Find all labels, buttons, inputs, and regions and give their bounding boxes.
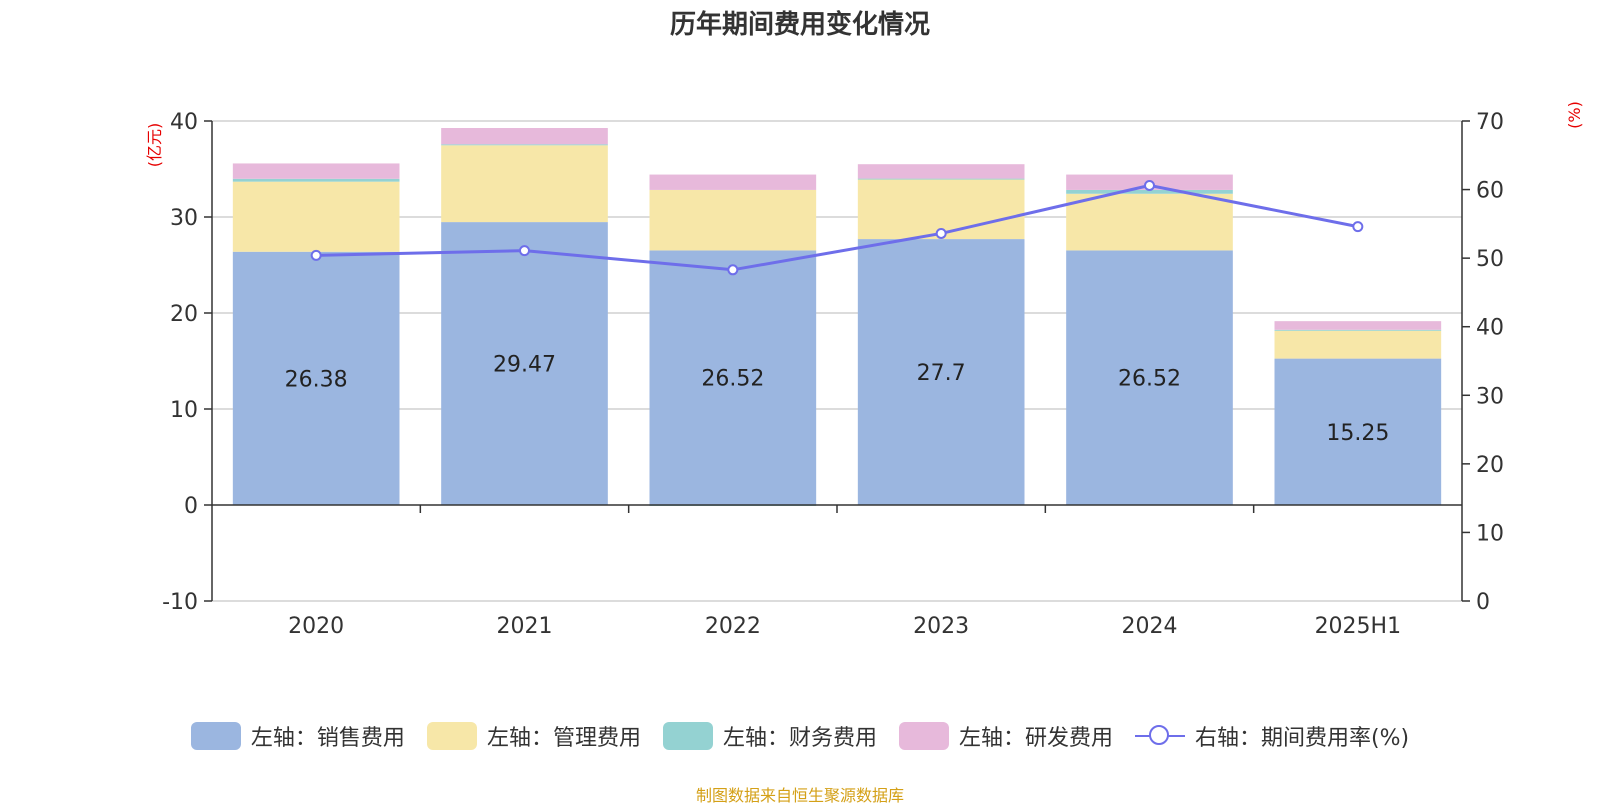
bar-admin-2020 [232,181,400,252]
x-tick-label: 2021 [497,614,553,639]
bar-rnd-2025H1 [1274,321,1442,330]
bar-finance-2023 [857,178,1025,180]
legend-label-rnd: 左轴：研发费用 [958,726,1113,751]
bar-sales-2021 [441,222,608,505]
legend-item-finance[interactable]: 左轴：财务费用 [662,720,877,752]
rate-point-2024 [1144,179,1155,191]
rate-point-2020 [310,249,322,261]
rate-point-2023 [935,227,947,239]
left-axis-tick-label: -10 [162,590,198,615]
left-axis-tick-label: 10 [170,398,198,423]
data-label-sales-2024: 26.52 [1118,367,1181,392]
legend-swatch-sales [190,722,241,750]
bar-admin-2025H1 [1274,330,1442,359]
bar-admin-2022 [649,189,817,251]
legend-label-rate: 右轴：期间费用率(%) [1194,726,1410,751]
bar-finance-2021 [441,144,608,146]
bar-admin-2024 [1066,193,1233,251]
bar-rnd-2021 [441,128,608,145]
bar-finance-2024 [1066,189,1233,194]
bar-rnd-2022 [649,174,817,190]
bar-finance-2025H1 [1274,329,1442,331]
left-axis-unit-label: (亿元) [145,123,164,168]
bar-finance-2020 [232,178,400,182]
rate-point-2021 [519,245,530,257]
data-source-note: 制图数据来自恒生聚源数据库 [695,786,904,805]
bar-rnd-2023 [857,164,1025,179]
legend-label-admin: 左轴：管理费用 [486,726,641,751]
data-label-sales-2023: 27.7 [917,361,966,386]
left-axis-tick-label: 30 [170,206,198,231]
bar-rnd-2020 [232,163,400,179]
data-label-sales-2021: 29.47 [493,353,556,378]
right-axis-tick-label: 30 [1476,384,1504,409]
right-axis-tick-label: 0 [1476,590,1490,615]
rate-line [316,183,1359,272]
bar-sales-2024 [1066,250,1233,505]
x-tick-label: 2024 [1122,614,1178,639]
legend-item-rate[interactable]: 右轴：期间费用率(%) [1134,720,1410,752]
right-axis-tick-label: 50 [1476,247,1504,272]
x-tick-label: 2023 [913,614,969,639]
data-label-sales-2022: 26.52 [701,367,764,392]
chart-title: 历年期间费用变化情况 [669,10,930,40]
legend-swatch-rate [1134,722,1185,750]
legend-item-sales[interactable]: 左轴：销售费用 [190,720,405,752]
legend-swatch-rnd [898,722,949,750]
legend-label-finance: 左轴：财务费用 [722,726,877,751]
bar-admin-2021 [441,145,608,223]
rate-point-2022 [727,264,739,276]
legend-swatch-finance [662,722,713,750]
bar-sales-2025H1 [1274,358,1442,505]
x-tick-label: 2020 [288,614,344,639]
left-axis-tick-label: 0 [184,494,198,519]
legend-swatch-admin [426,722,477,750]
right-axis-unit-label: (%) [1565,101,1584,129]
x-tick-label: 2025H1 [1315,614,1402,639]
bar-sales-2023 [857,239,1025,505]
rate-point-2025H1 [1352,221,1364,233]
right-axis-tick-label: 60 [1476,179,1504,204]
legend-label-sales: 左轴：销售费用 [250,726,405,751]
chart-legend: 左轴：销售费用 左轴：管理费用 左轴：财务费用 左轴：研发费用 右轴：期间费用率… [0,720,1600,752]
right-axis-tick-label: 10 [1476,521,1504,546]
left-axis-tick-label: 20 [170,302,198,327]
x-tick-label: 2022 [705,614,761,639]
bar-sales-2020 [232,251,400,505]
bar-sales-2022 [649,250,817,505]
legend-item-admin[interactable]: 左轴：管理费用 [426,720,641,752]
legend-item-rnd[interactable]: 左轴：研发费用 [898,720,1113,752]
data-label-sales-2020: 26.38 [285,367,348,392]
right-axis-tick-label: 40 [1476,316,1504,341]
right-axis-tick-label: 70 [1476,110,1504,135]
left-axis-tick-label: 40 [170,110,198,135]
data-label-sales-2025H1: 15.25 [1326,421,1389,446]
right-axis-tick-label: 20 [1476,453,1504,478]
